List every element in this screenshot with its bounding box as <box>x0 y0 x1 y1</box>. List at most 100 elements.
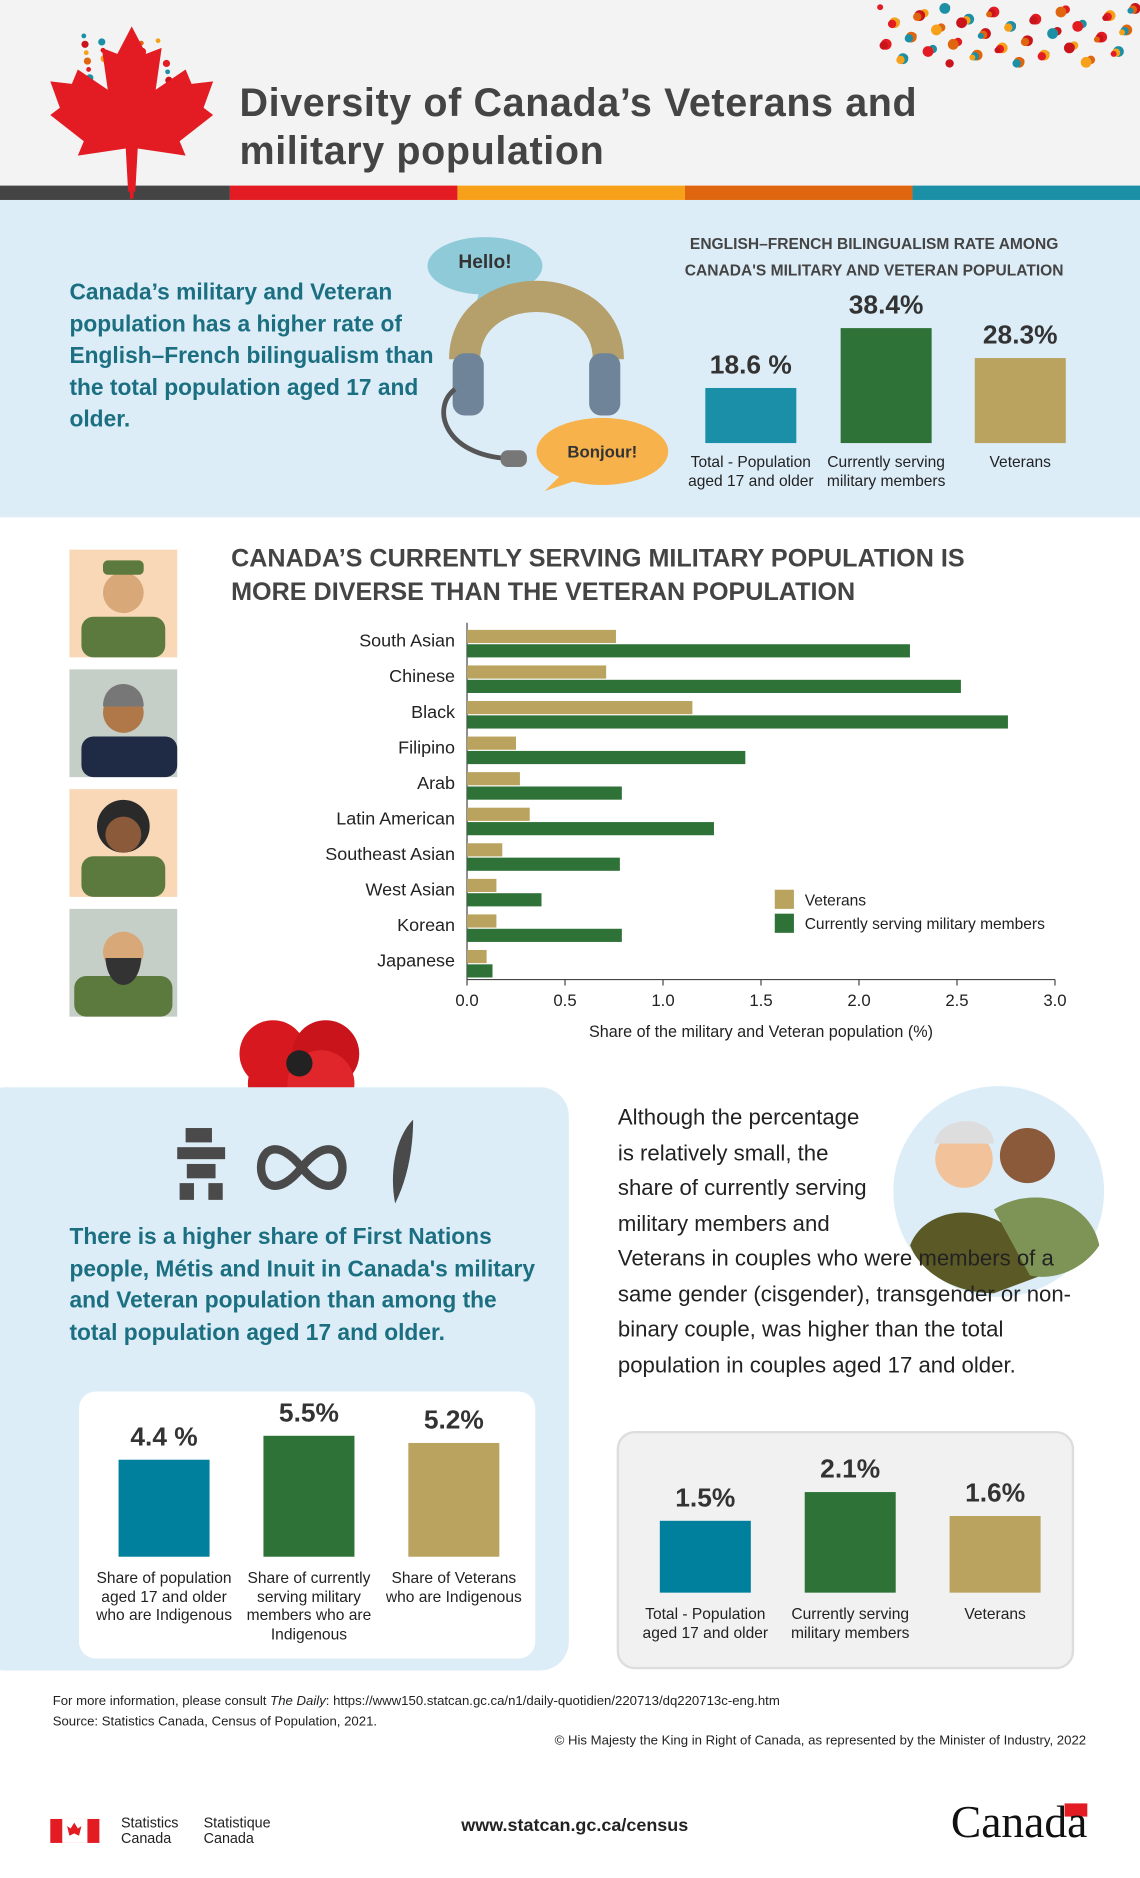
bar <box>408 1442 500 1557</box>
legend-swatch <box>774 913 794 933</box>
intro-text: Canada’s military and Veteran population… <box>69 280 434 433</box>
dot <box>947 38 959 50</box>
wordmark-flag <box>1064 1803 1088 1817</box>
portrait-body <box>74 975 173 1017</box>
bar <box>467 701 693 715</box>
chart-title: ENGLISH–FRENCH BILINGUALISM RATE AMONG C… <box>684 234 1064 280</box>
body-text: Although the percentage is relatively sm… <box>617 1104 1072 1377</box>
copyright: © His Majesty the King in Right of Canad… <box>554 1733 1087 1749</box>
bar <box>949 1516 1041 1593</box>
value-label: 1.6% <box>965 1477 1026 1508</box>
dot <box>1020 37 1030 47</box>
dot <box>945 59 954 68</box>
mic <box>500 450 527 468</box>
y-tick-label: Chinese <box>389 666 455 686</box>
category-label: Total - Population aged 17 and older <box>688 452 814 490</box>
value-label: 1.5% <box>675 1482 736 1513</box>
body-text: There is a higher share of First Nations… <box>69 1225 536 1346</box>
portrait-head <box>102 572 144 614</box>
dot <box>165 69 171 75</box>
wordmark: Canada <box>950 1797 1088 1848</box>
dot <box>977 32 984 39</box>
dot <box>1102 14 1109 21</box>
poppy-center <box>286 1050 313 1077</box>
legend-swatch <box>774 889 794 909</box>
stripe <box>912 185 1140 200</box>
maple-leaf <box>50 26 214 192</box>
category-label: Veterans <box>989 452 1051 471</box>
dot <box>1063 42 1075 54</box>
dot <box>1127 7 1134 14</box>
category-label: Total - Population aged 17 and older <box>642 1604 769 1642</box>
dot <box>887 19 897 29</box>
info-text: For more information, please consult <box>52 1694 271 1709</box>
y-tick-label: Japanese <box>377 951 455 971</box>
dot <box>1110 50 1117 57</box>
portrait-head <box>105 816 142 853</box>
dot <box>922 46 934 57</box>
bar <box>467 964 493 978</box>
y-tick-label: Latin American <box>336 808 455 828</box>
portraits <box>69 549 178 1017</box>
agency-en: Statistics Canada <box>120 1814 179 1847</box>
value-label: 18.6 % <box>709 349 792 380</box>
x-tick-label: 1.5 <box>749 991 772 1010</box>
dot <box>994 47 1001 54</box>
value-label: 38.4% <box>848 289 924 320</box>
legend-label: Veterans <box>805 892 867 909</box>
stripe <box>457 185 685 200</box>
dot <box>81 40 89 48</box>
float-space <box>875 1099 1079 1240</box>
bar <box>467 914 497 928</box>
icons <box>177 1119 414 1204</box>
flag-leaf <box>67 1822 82 1836</box>
bar <box>659 1520 751 1593</box>
category-label: Veterans <box>964 1604 1026 1623</box>
bar <box>974 358 1066 444</box>
legend-label: Currently serving military members <box>805 916 1045 933</box>
dot <box>155 38 161 44</box>
dot <box>879 41 888 50</box>
category-label: Share of Veterans who are Indigenous <box>385 1568 522 1606</box>
bar <box>118 1460 210 1557</box>
portrait-beard <box>105 957 142 985</box>
x-tick-label: 1.0 <box>651 991 674 1010</box>
x-tick-label: 0.5 <box>553 991 576 1010</box>
dot <box>1055 6 1067 18</box>
bar <box>467 750 746 765</box>
bar <box>467 644 910 658</box>
body-text-box: Although the percentage is relatively sm… <box>618 1099 1079 1382</box>
dot <box>969 54 976 61</box>
bubble-text: Bonjour! <box>567 441 638 462</box>
ear-cup <box>589 353 621 416</box>
info-text: The Daily <box>270 1694 326 1709</box>
dot <box>904 34 914 43</box>
bar <box>467 878 497 893</box>
dot <box>1072 20 1084 32</box>
speech-bubble <box>427 237 543 295</box>
dot <box>1093 36 1100 43</box>
dot <box>1080 56 1092 68</box>
bar <box>467 679 961 693</box>
agency-fr: Statistique Canada <box>203 1814 271 1847</box>
x-tick-label: 3.0 <box>1043 991 1066 1010</box>
page-title: Diversity of Canada’s Veterans and milit… <box>239 80 918 173</box>
bar <box>467 665 607 679</box>
dot <box>877 4 884 11</box>
bar <box>467 843 503 857</box>
info-line: For more information, please consult The… <box>53 1694 1083 1708</box>
dot <box>931 24 942 36</box>
value-label: 5.2% <box>423 1404 484 1435</box>
y-tick-label: Filipino <box>398 737 455 757</box>
bar <box>467 786 622 800</box>
y-tick-label: Korean <box>397 915 455 935</box>
value-label: 28.3% <box>982 320 1058 350</box>
dot <box>162 59 171 68</box>
bar <box>467 715 1008 729</box>
website: www.statcan.gc.ca/census <box>461 1815 689 1836</box>
ear-cup <box>452 353 484 416</box>
dot <box>1037 52 1046 61</box>
bar <box>467 772 520 786</box>
dot <box>86 67 92 72</box>
